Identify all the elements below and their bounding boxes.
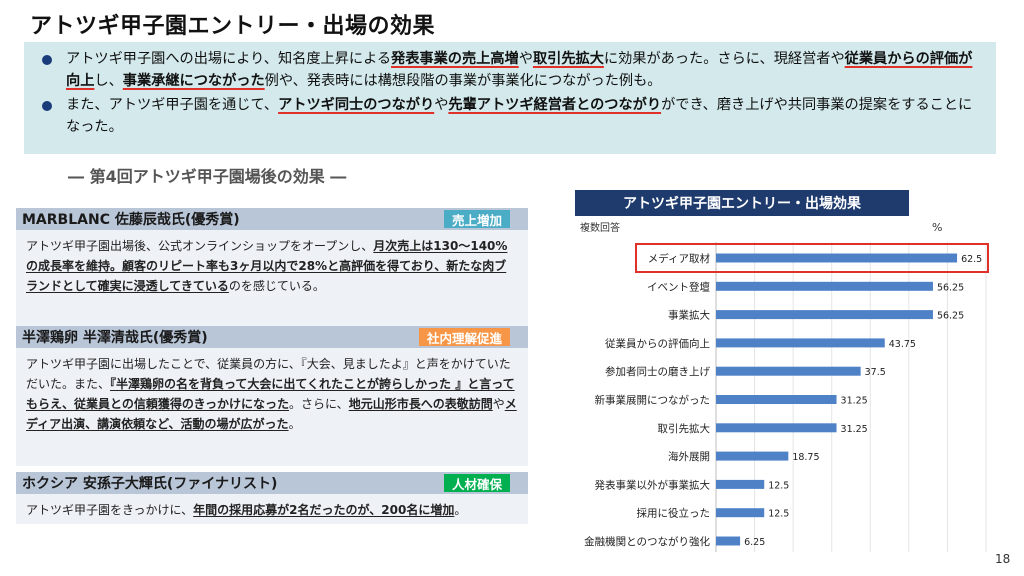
case-card-hokushia: ホクシア 安孫子大輝氏(ファイナリスト) 人材確保 アトツギ甲子園をきっかけに、… xyxy=(16,472,528,524)
card-header: MARBLANC 佐藤辰哉氏(優秀賞) 売上増加 xyxy=(16,208,528,230)
value-label: 18.75 xyxy=(792,452,819,463)
bar xyxy=(716,338,885,348)
category-label: 事業拡大 xyxy=(668,309,710,322)
bar xyxy=(716,451,789,461)
case-card-marblanc: MARBLANC 佐藤辰哉氏(優秀賞) 売上増加 アトツギ甲子園出場後、公式オン… xyxy=(16,208,528,326)
category-label: 新事業展開につながった xyxy=(595,394,711,407)
bar xyxy=(716,479,765,489)
value-label: 12.5 xyxy=(768,509,789,520)
bar xyxy=(716,281,933,291)
bullet-dot-icon xyxy=(42,101,52,111)
summary-bullet-text: アトツギ甲子園への出場により、知名度上昇による発表事業の売上高増や取引先拡大に効… xyxy=(66,51,973,89)
bar xyxy=(716,253,958,263)
category-label: メディア取材 xyxy=(648,252,711,265)
card-body: アトツギ甲子園をきっかけに、年間の採用応募が2名だったのが、200名に増加。 xyxy=(16,494,528,524)
card-header: ホクシア 安孫子大輝氏(ファイナリスト) 人材確保 xyxy=(16,472,528,494)
page-number: 18 xyxy=(995,552,1011,566)
category-label: 海外展開 xyxy=(668,450,710,463)
card-tag: 人材確保 xyxy=(443,474,510,492)
chart-unit: % xyxy=(932,221,942,234)
section-heading: ― 第4回アトツギ甲子園場後の効果 ― xyxy=(68,167,347,186)
category-label: 参加者同士の磨き上げ xyxy=(605,365,710,378)
bar xyxy=(716,536,741,546)
category-label: 従業員からの評価向上 xyxy=(605,337,710,350)
bar xyxy=(716,395,837,404)
value-label: 31.25 xyxy=(841,424,868,435)
bullet-dot-icon xyxy=(42,55,52,65)
case-card-hanzawa: 半澤鶏卵 半澤清哉氏(優秀賞) 社内理解促進 アトツギ甲子園に出場したことで、従… xyxy=(16,326,528,466)
value-label: 56.25 xyxy=(937,311,964,322)
value-label: 6.25 xyxy=(744,537,765,548)
card-body: アトツギ甲子園に出場したことで、従業員の方に、『大会、見ましたよ』と声をかけてい… xyxy=(16,348,528,466)
chart-title: アトツギ甲子園エントリー・出場効果 xyxy=(575,190,909,216)
card-header: 半澤鶏卵 半澤清哉氏(優秀賞) 社内理解促進 xyxy=(16,326,528,348)
category-label: 取引先拡大 xyxy=(658,422,711,435)
chart-subtitle: 複数回答 xyxy=(580,221,620,234)
summary-bullet-text: また、アトツギ甲子園を通じて、アトツギ同士のつながりや先輩アトツギ経営者とのつな… xyxy=(66,97,973,135)
card-name: 半澤鶏卵 半澤清哉氏(優秀賞) xyxy=(22,330,208,346)
category-label: イベント登壇 xyxy=(647,280,710,293)
bar-chart: 複数回答 % メディア取材 62.5 イベント登壇 56.25 事業拡大 56.25 従業員から… xyxy=(580,221,989,552)
highlight-box xyxy=(635,243,989,273)
value-label: 31.25 xyxy=(841,396,868,407)
summary-box: アトツギ甲子園への出場により、知名度上昇による発表事業の売上高増や取引先拡大に効… xyxy=(24,42,996,154)
card-tag: 社内理解促進 xyxy=(418,328,510,346)
value-label: 43.75 xyxy=(889,339,916,350)
bar xyxy=(716,423,837,433)
bar xyxy=(716,508,765,518)
value-label: 12.5 xyxy=(768,480,789,491)
bar xyxy=(716,310,933,320)
page-title: アトツギ甲子園エントリー・出場の効果 xyxy=(30,14,436,39)
bar xyxy=(716,366,861,376)
value-label: 62.5 xyxy=(961,254,982,265)
category-label: 採用に役立った xyxy=(637,507,711,520)
summary-bullet-2: また、アトツギ甲子園を通じて、アトツギ同士のつながりや先輩アトツギ経営者とのつな… xyxy=(42,94,982,138)
category-label: 発表事業以外が事業拡大 xyxy=(595,478,711,491)
summary-bullet-1: アトツギ甲子園への出場により、知名度上昇による発表事業の売上高増や取引先拡大に効… xyxy=(42,48,982,92)
card-body: アトツギ甲子園出場後、公式オンラインショップをオープンし、月次売上は130～14… xyxy=(16,230,528,326)
card-tag: 売上増加 xyxy=(443,210,510,228)
value-label: 37.5 xyxy=(865,367,886,378)
category-label: 金融機関とのつながり強化 xyxy=(584,535,710,548)
card-name: MARBLANC 佐藤辰哉氏(優秀賞) xyxy=(22,212,240,228)
value-label: 56.25 xyxy=(937,282,964,293)
card-name: ホクシア 安孫子大輝氏(ファイナリスト) xyxy=(22,476,278,492)
